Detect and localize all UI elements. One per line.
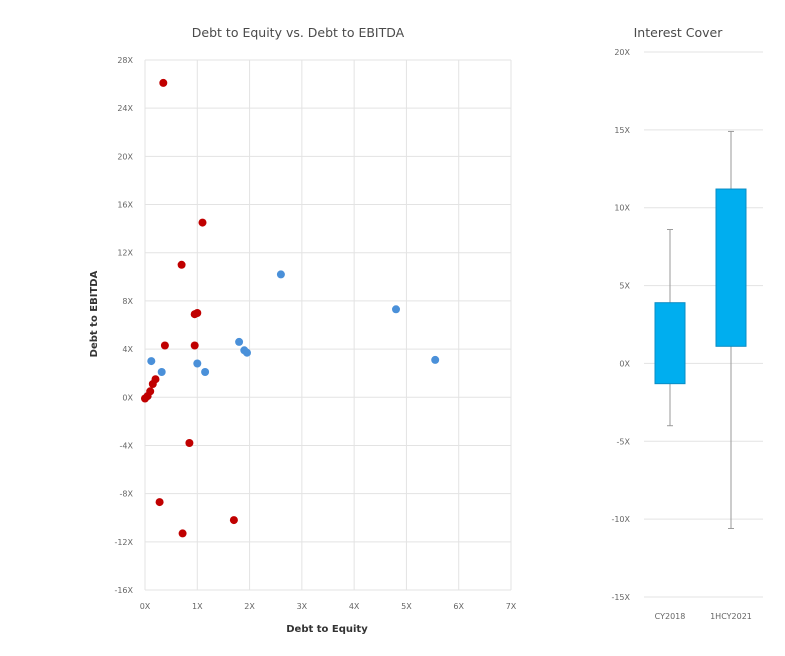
box-y-tick-label: 10X [614, 204, 630, 213]
box-chart: Interest Cover 20X15X10X5X0X-5X-10X-15X … [611, 25, 763, 621]
scatter-x-tick-labels: 0X 1X 2X 3X 4X 5X 6X 7X [140, 602, 517, 611]
red-scatter-point [229, 516, 238, 525]
scatter-chart: Debt to Equity vs. Debt to EBITDA Debt t… [89, 25, 517, 635]
scatter-y-tick-label: -8X [120, 490, 134, 499]
scatter-y-tick-label: -12X [114, 538, 133, 547]
box-y-tick-label: -10X [611, 515, 630, 524]
scatter-y-tick-label: 20X [117, 152, 133, 161]
box-y-tick-label: -5X [617, 437, 631, 446]
box-iqr [715, 188, 747, 347]
scatter-y-tick-label: 28X [117, 56, 133, 65]
scatter-x-tick-label: 0X [140, 602, 151, 611]
scatter-x-tick-label: 3X [297, 602, 308, 611]
box-y-tick-label: 0X [619, 359, 630, 368]
scatter-y-tick-label: 12X [117, 249, 133, 258]
scatter-title: Debt to Equity vs. Debt to EBITDA [192, 25, 405, 40]
scatter-x-tick-label: 6X [453, 602, 464, 611]
scatter-x-tick-label: 4X [349, 602, 360, 611]
blue-scatter-point [276, 270, 285, 279]
scatter-x-tick-label: 2X [244, 602, 255, 611]
red-scatter-point [160, 341, 169, 350]
red-scatter-point [159, 78, 168, 87]
blue-scatter-point [157, 368, 166, 376]
box-category-label: 1HCY2021 [710, 612, 752, 621]
scatter-points [141, 78, 440, 538]
box-category-labels: CY2018 1HCY2021 [655, 612, 752, 621]
red-scatter-point [185, 439, 194, 447]
red-scatter-point [198, 218, 207, 227]
box-gridlines [644, 51, 763, 598]
blue-scatter-point [147, 357, 156, 366]
red-scatter-point [178, 529, 187, 538]
scatter-x-tick-label: 5X [401, 602, 412, 611]
blue-scatter-point [201, 368, 210, 376]
scatter-gridlines [144, 59, 512, 591]
box-iqr [654, 302, 686, 385]
scatter-y-tick-labels: 28X 24X 20X 16X 12X 8X 4X 0X -4X -8X -12X -16X [114, 56, 133, 595]
scatter-y-tick-label: 0X [122, 393, 133, 402]
scatter-x-axis-label: Debt to Equity [286, 624, 368, 635]
scatter-y-tick-label: 4X [122, 345, 133, 354]
red-scatter-point [190, 341, 199, 350]
red-scatter-point [177, 260, 186, 269]
box-y-tick-label: 20X [614, 48, 630, 57]
red-scatter-point [141, 394, 149, 403]
box-y-tick-label: -15X [611, 593, 630, 602]
box-y-tick-label: 15X [614, 126, 630, 135]
scatter-x-tick-label: 7X [506, 602, 517, 611]
red-scatter-point [190, 310, 199, 319]
blue-scatter-point [392, 305, 400, 314]
box-y-tick-label: 5X [619, 282, 630, 291]
scatter-y-tick-label: 16X [117, 201, 133, 210]
scatter-y-tick-label: -16X [114, 586, 133, 595]
blue-scatter-point [243, 348, 251, 357]
blue-scatter-point [235, 337, 244, 346]
scatter-x-tick-label: 1X [192, 602, 203, 611]
blue-scatter-point [431, 355, 440, 364]
red-scatter-point [148, 380, 157, 388]
scatter-y-tick-label: -4X [120, 441, 134, 450]
box-plots [654, 130, 747, 529]
scatter-y-axis-label: Debt to EBITDA [89, 270, 100, 357]
box-chart-title: Interest Cover [634, 25, 724, 40]
red-scatter-point [155, 498, 164, 507]
scatter-y-tick-label: 8X [122, 297, 133, 306]
box-y-tick-labels: 20X 15X 10X 5X 0X -5X -10X -15X [611, 48, 630, 602]
scatter-y-tick-label: 24X [117, 104, 133, 113]
box-category-label: CY2018 [655, 612, 686, 621]
blue-scatter-point [193, 359, 202, 368]
